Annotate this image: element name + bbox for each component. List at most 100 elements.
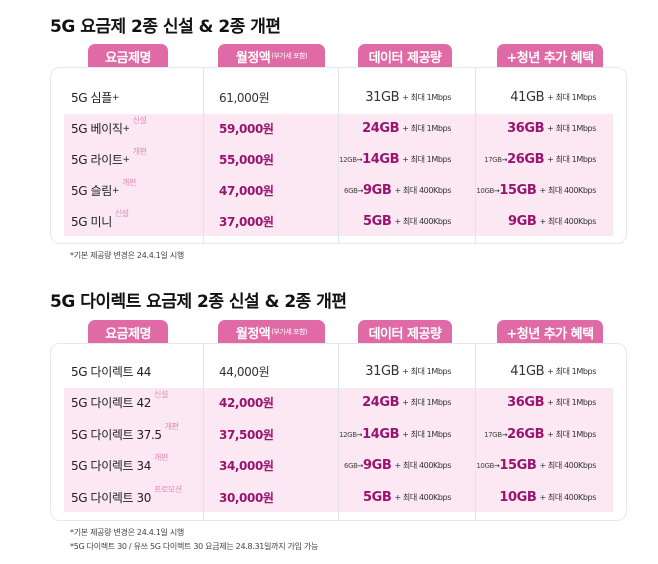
- header-label: 데이터 제공량: [368, 50, 442, 66]
- plan-name-text: 5G 베이직: [71, 122, 123, 136]
- plan-price: 42,000원: [219, 396, 274, 410]
- youth-allowance: 17GB → 26GB + 최대 1Mbps: [484, 419, 596, 450]
- data-allowance: 5GB + 최대 400Kbps: [363, 482, 451, 513]
- plan-name-text: 5G 심플: [71, 91, 112, 105]
- old-youth-data: 10GB: [476, 461, 494, 470]
- plan-name: 5G 다이렉트 34 개편: [71, 450, 168, 481]
- old-youth-data: 10GB: [476, 186, 494, 195]
- data-amount: 24GB: [362, 121, 400, 136]
- header-youth: +청년 추가 혜택: [497, 320, 603, 344]
- youth-amount: 10GB: [499, 490, 537, 505]
- youth-allowance: 41GB + 최대 1Mbps: [510, 82, 596, 113]
- old-data: 12GB: [339, 155, 357, 164]
- data-amount: 9GB: [363, 458, 392, 473]
- data-speed: + 최대 1Mbps: [402, 398, 451, 407]
- plan-name: 5G 미니 신설: [71, 206, 129, 237]
- header-price: 월정액 (부가세 포함): [218, 320, 325, 344]
- plan-name: 5G 다이렉트 30 프로모션: [71, 482, 182, 513]
- youth-amount: 15GB: [499, 458, 537, 473]
- data-allowance: 6GB → 9GB + 최대 400Kbps: [344, 450, 451, 481]
- youth-amount: 41GB: [510, 90, 545, 105]
- arrow-icon: →: [493, 461, 500, 470]
- data-amount: 9GB: [363, 183, 392, 198]
- header-label: 요금제명: [105, 50, 151, 66]
- column-divider: [338, 68, 339, 243]
- youth-allowance: 10GB + 최대 400Kbps: [499, 482, 596, 513]
- plan-price: 59,000원: [219, 122, 274, 136]
- plan-name-text: 5G 다이렉트 30: [71, 491, 151, 505]
- data-amount: 5GB: [363, 214, 392, 229]
- plan-name: 5G 심플 +: [71, 82, 119, 113]
- plan-price: 34,000원: [219, 459, 274, 473]
- plan-tag: 신설: [114, 209, 129, 218]
- plan-table: 5G 다이렉트 44 44,000원 31GB + 최대 1Mbps 41GB + …: [50, 343, 627, 521]
- section-title: 5G 요금제 2종 신설 & 2종 개편: [50, 17, 281, 37]
- header-plan: 요금제명: [88, 320, 168, 344]
- old-data: 6GB: [344, 461, 358, 470]
- youth-speed: + 최대 1Mbps: [547, 124, 596, 133]
- header-data: 데이터 제공량: [358, 320, 452, 344]
- youth-amount: 36GB: [507, 395, 545, 410]
- header-plan: 요금제명: [88, 44, 168, 68]
- plan-name-text: 5G 다이렉트 44: [71, 365, 151, 379]
- data-allowance: 12GB → 14GB + 최대 1Mbps: [339, 419, 451, 450]
- youth-allowance: 36GB + 최대 1Mbps: [507, 113, 596, 144]
- table-row: 5G 라이트 + 개편 55,000원 12GB → 14GB + 최대 1Mbps 17…: [51, 144, 628, 175]
- data-allowance: 6GB → 9GB + 최대 400Kbps: [344, 175, 451, 206]
- plan-name: 5G 다이렉트 42 신설: [71, 387, 168, 418]
- old-youth-data: 17GB: [484, 430, 502, 439]
- data-amount: 14GB: [362, 427, 400, 442]
- youth-allowance: 10GB → 15GB + 최대 400Kbps: [476, 450, 596, 481]
- plan-price: 55,000원: [219, 153, 274, 167]
- youth-speed: + 최대 400Kbps: [539, 217, 596, 226]
- plan-plus: +: [122, 123, 130, 134]
- data-speed: + 최대 400Kbps: [394, 493, 451, 502]
- header-label: 월정액: [235, 326, 271, 342]
- youth-speed: + 최대 1Mbps: [547, 398, 596, 407]
- footnote: *기본 제공량 변경은 24.4.1일 시행: [70, 528, 184, 537]
- old-youth-data: 17GB: [484, 155, 502, 164]
- youth-amount: 15GB: [499, 183, 537, 198]
- plan-name: 5G 라이트 + 개편: [71, 144, 147, 175]
- data-speed: + 최대 400Kbps: [394, 186, 451, 195]
- plan-name-text: 5G 다이렉트 42: [71, 396, 151, 410]
- plan-price: 44,000원: [219, 365, 270, 379]
- table-row: 5G 다이렉트 34 개편 34,000원 6GB → 9GB + 최대 400Kbps…: [51, 450, 628, 481]
- youth-allowance: 17GB → 26GB + 최대 1Mbps: [484, 144, 596, 175]
- header-data: 데이터 제공량: [358, 44, 452, 68]
- youth-amount: 41GB: [510, 364, 545, 379]
- plan-plus: +: [111, 185, 120, 196]
- data-allowance: 31GB + 최대 1Mbps: [365, 356, 451, 387]
- data-speed: + 최대 1Mbps: [402, 93, 451, 102]
- plan-tag: 개편: [154, 453, 168, 462]
- table-row: 5G 다이렉트 30 프로모션 30,000원 5GB + 최대 400Kbps 1…: [51, 482, 628, 513]
- header-label: 월정액: [235, 50, 271, 66]
- plan-tag: 프로모션: [154, 485, 182, 494]
- plan-tag: 개편: [164, 422, 179, 431]
- youth-speed: + 최대 400Kbps: [539, 186, 596, 195]
- plan-table: 5G 심플 + 61,000원 31GB + 최대 1Mbps 41GB + 최대 1…: [50, 67, 627, 244]
- header-label: +청년 추가 혜택: [506, 326, 594, 342]
- plan-name: 5G 다이렉트 37.5 개편: [71, 419, 179, 450]
- youth-speed: + 최대 1Mbps: [547, 93, 596, 102]
- data-amount: 31GB: [365, 90, 400, 105]
- header-label: 데이터 제공량: [368, 326, 442, 342]
- column-divider: [475, 68, 476, 243]
- youth-amount: 26GB: [507, 427, 545, 442]
- arrow-icon: →: [356, 155, 363, 164]
- data-allowance: 31GB + 최대 1Mbps: [365, 82, 451, 113]
- youth-allowance: 36GB + 최대 1Mbps: [507, 387, 596, 418]
- table-row: 5G 미니 신설 37,000원 5GB + 최대 400Kbps 9GB + 최대 …: [51, 206, 628, 237]
- plan-name-text: 5G 슬림: [71, 184, 112, 198]
- youth-amount: 36GB: [507, 121, 545, 136]
- table-row: 5G 심플 + 61,000원 31GB + 최대 1Mbps 41GB + 최대 1…: [51, 82, 628, 113]
- data-allowance: 24GB + 최대 1Mbps: [362, 387, 451, 418]
- old-data: 12GB: [339, 430, 357, 439]
- plan-price: 61,000원: [219, 91, 270, 105]
- table-row: 5G 다이렉트 44 44,000원 31GB + 최대 1Mbps 41GB + …: [51, 356, 628, 387]
- data-allowance: 24GB + 최대 1Mbps: [362, 113, 451, 144]
- footnote: *5G 다이렉트 30 / 유쓰 5G 다이렉트 30 요금제는 24.8.31…: [70, 542, 318, 551]
- table-row: 5G 다이렉트 42 신설 42,000원 24GB + 최대 1Mbps 36GB…: [51, 387, 628, 418]
- youth-speed: + 최대 400Kbps: [539, 461, 596, 470]
- data-allowance: 12GB → 14GB + 최대 1Mbps: [339, 144, 451, 175]
